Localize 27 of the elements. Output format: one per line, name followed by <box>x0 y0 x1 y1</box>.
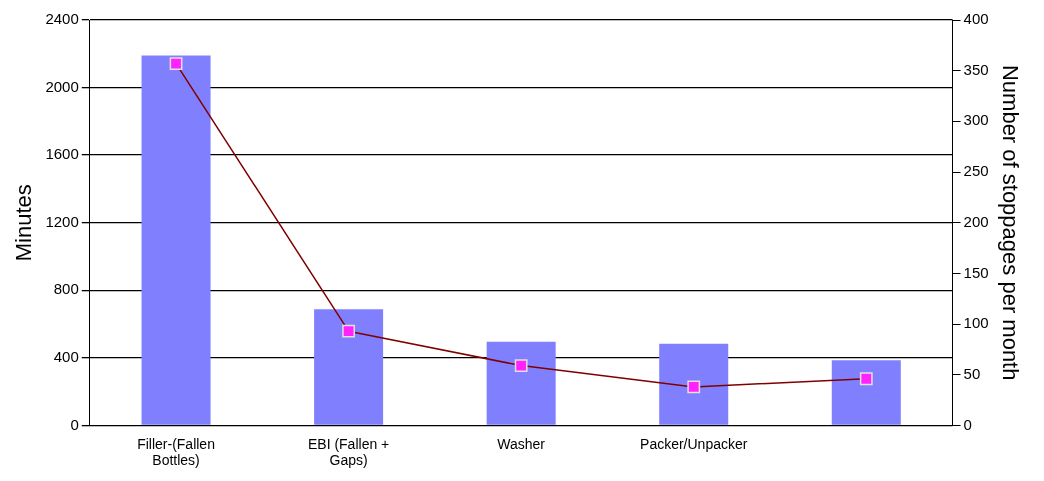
bar <box>141 55 211 425</box>
y-tick-label: 2000 <box>45 77 79 95</box>
y-tick-label: 1200 <box>45 212 79 230</box>
x-tick-label: Packer/Unpacker <box>640 435 748 452</box>
y2-tick-label: 0 <box>963 415 972 433</box>
y2-axis-title: Number of stoppages per month <box>997 64 1023 381</box>
y-tick-label: 800 <box>53 280 79 298</box>
y2-tick-label: 50 <box>963 364 981 382</box>
bar <box>831 360 901 425</box>
bar <box>486 341 556 425</box>
x-tick-label: EBI (Fallen + Gaps) <box>307 435 390 469</box>
bar <box>659 343 729 425</box>
y2-tick-label: 400 <box>963 10 989 28</box>
bar <box>314 309 384 425</box>
x-tick-label: Washer <box>497 435 546 452</box>
y-tick-label: 1600 <box>45 145 79 163</box>
y2-tick-label: 150 <box>963 263 989 281</box>
y2-tick-label: 200 <box>963 212 989 230</box>
y-axis-title: Minutes <box>11 184 37 262</box>
y2-tick-label: 250 <box>963 162 989 180</box>
y2-tick-label: 100 <box>963 314 989 332</box>
y2-tick-label: 350 <box>963 60 989 78</box>
y-tick-label: 0 <box>70 415 79 433</box>
y-tick-label: 400 <box>53 347 79 365</box>
y2-tick-label: 300 <box>963 111 989 129</box>
y-tick-label: 2400 <box>45 10 79 28</box>
x-tick-label: Filler-(Fallen Bottles) <box>137 435 215 469</box>
